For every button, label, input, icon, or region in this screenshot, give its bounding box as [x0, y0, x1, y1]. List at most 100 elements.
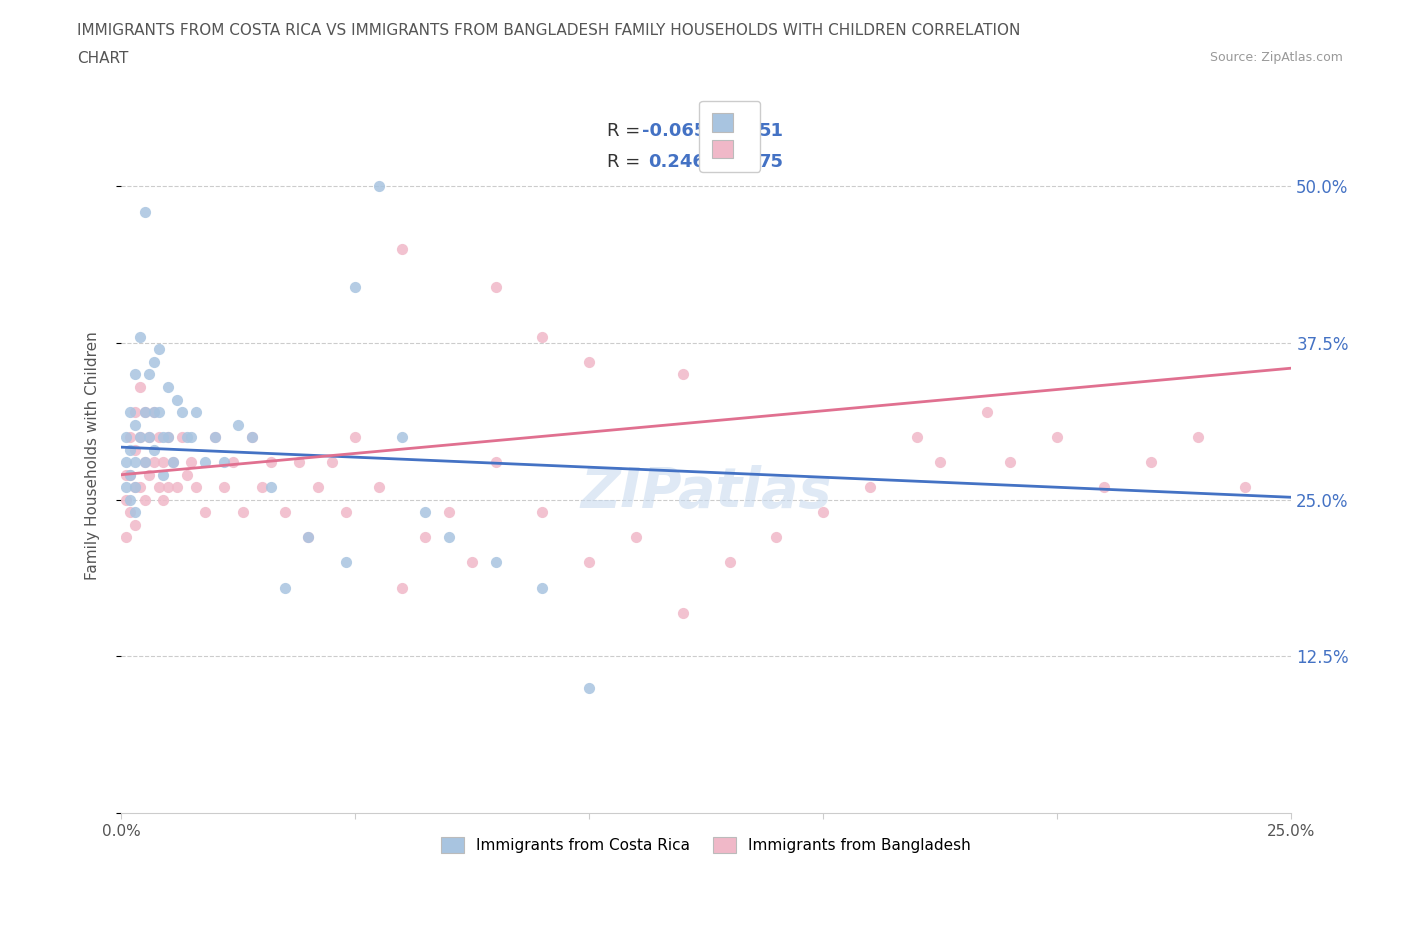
Point	[260, 480, 283, 495]
Point	[128, 430, 150, 445]
Point	[391, 242, 413, 257]
Point	[148, 480, 170, 495]
Point	[288, 455, 311, 470]
Point	[138, 430, 160, 445]
Point	[148, 342, 170, 357]
Text: 75: 75	[759, 153, 785, 170]
Point	[114, 430, 136, 445]
Point	[274, 580, 297, 595]
Text: IMMIGRANTS FROM COSTA RICA VS IMMIGRANTS FROM BANGLADESH FAMILY HOUSEHOLDS WITH : IMMIGRANTS FROM COSTA RICA VS IMMIGRANTS…	[77, 23, 1021, 38]
Point	[274, 505, 297, 520]
Point	[765, 530, 787, 545]
Point	[976, 405, 998, 419]
Point	[124, 480, 146, 495]
Point	[124, 418, 146, 432]
Point	[531, 505, 554, 520]
Text: 0.246: 0.246	[648, 153, 704, 170]
Point	[531, 580, 554, 595]
Point	[184, 405, 207, 419]
Point	[128, 329, 150, 344]
Point	[1140, 455, 1163, 470]
Point	[152, 430, 174, 445]
Point	[184, 480, 207, 495]
Point	[128, 430, 150, 445]
Point	[124, 505, 146, 520]
Point	[124, 405, 146, 419]
Text: ZIPatlas: ZIPatlas	[581, 465, 832, 519]
Point	[142, 354, 165, 369]
Point	[204, 430, 226, 445]
Point	[152, 467, 174, 482]
Point	[180, 455, 202, 470]
Point	[391, 580, 413, 595]
Point	[156, 430, 179, 445]
Point	[367, 179, 389, 193]
Point	[162, 455, 184, 470]
Point	[124, 367, 146, 382]
Point	[128, 480, 150, 495]
Point	[672, 605, 695, 620]
Text: 51: 51	[759, 122, 785, 140]
Point	[156, 379, 179, 394]
Point	[156, 480, 179, 495]
Point	[415, 505, 437, 520]
Point	[344, 279, 367, 294]
Text: R =: R =	[607, 122, 645, 140]
Point	[859, 480, 882, 495]
Point	[134, 204, 156, 219]
Point	[437, 505, 460, 520]
Point	[204, 430, 226, 445]
Point	[142, 405, 165, 419]
Point	[905, 430, 928, 445]
Point	[138, 367, 160, 382]
Point	[120, 467, 142, 482]
Point	[134, 405, 156, 419]
Text: CHART: CHART	[77, 51, 129, 66]
Point	[232, 505, 254, 520]
Point	[166, 480, 188, 495]
Point	[578, 555, 600, 570]
Point	[120, 405, 142, 419]
Point	[142, 455, 165, 470]
Point	[124, 480, 146, 495]
Point	[124, 442, 146, 457]
Point	[124, 455, 146, 470]
Point	[307, 480, 329, 495]
Y-axis label: Family Households with Children: Family Households with Children	[86, 331, 100, 580]
Point	[222, 455, 245, 470]
Point	[437, 530, 460, 545]
Point	[120, 467, 142, 482]
Point	[391, 430, 413, 445]
Text: N =: N =	[711, 122, 763, 140]
Text: Source: ZipAtlas.com: Source: ZipAtlas.com	[1209, 51, 1343, 64]
Point	[114, 467, 136, 482]
Point	[120, 505, 142, 520]
Point	[321, 455, 343, 470]
Point	[461, 555, 484, 570]
Point	[335, 555, 357, 570]
Point	[250, 480, 273, 495]
Point	[124, 517, 146, 532]
Point	[212, 480, 235, 495]
Text: N =: N =	[711, 153, 763, 170]
Point	[260, 455, 283, 470]
Point	[672, 367, 695, 382]
Point	[152, 455, 174, 470]
Point	[180, 430, 202, 445]
Point	[176, 430, 198, 445]
Point	[344, 430, 367, 445]
Point	[114, 480, 136, 495]
Point	[142, 405, 165, 419]
Point	[120, 430, 142, 445]
Point	[148, 430, 170, 445]
Point	[114, 455, 136, 470]
Point	[128, 379, 150, 394]
Legend: Immigrants from Costa Rica, Immigrants from Bangladesh: Immigrants from Costa Rica, Immigrants f…	[434, 830, 977, 859]
Point	[226, 418, 249, 432]
Point	[1187, 430, 1209, 445]
Point	[176, 467, 198, 482]
Point	[142, 442, 165, 457]
Point	[1000, 455, 1022, 470]
Point	[484, 555, 506, 570]
Point	[484, 279, 506, 294]
